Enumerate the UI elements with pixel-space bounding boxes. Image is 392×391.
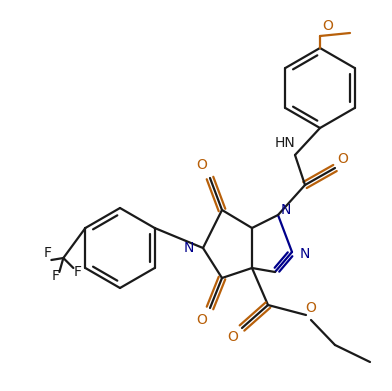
Text: F: F — [51, 269, 59, 283]
Text: O: O — [196, 313, 207, 327]
Text: F: F — [44, 246, 51, 260]
Text: N: N — [300, 247, 310, 261]
Text: N: N — [184, 241, 194, 255]
Text: O: O — [196, 158, 207, 172]
Text: HN: HN — [275, 136, 296, 150]
Text: O: O — [228, 330, 238, 344]
Text: F: F — [73, 265, 82, 279]
Text: O: O — [323, 19, 334, 33]
Text: O: O — [305, 301, 316, 315]
Text: N: N — [281, 203, 291, 217]
Text: O: O — [338, 152, 348, 166]
